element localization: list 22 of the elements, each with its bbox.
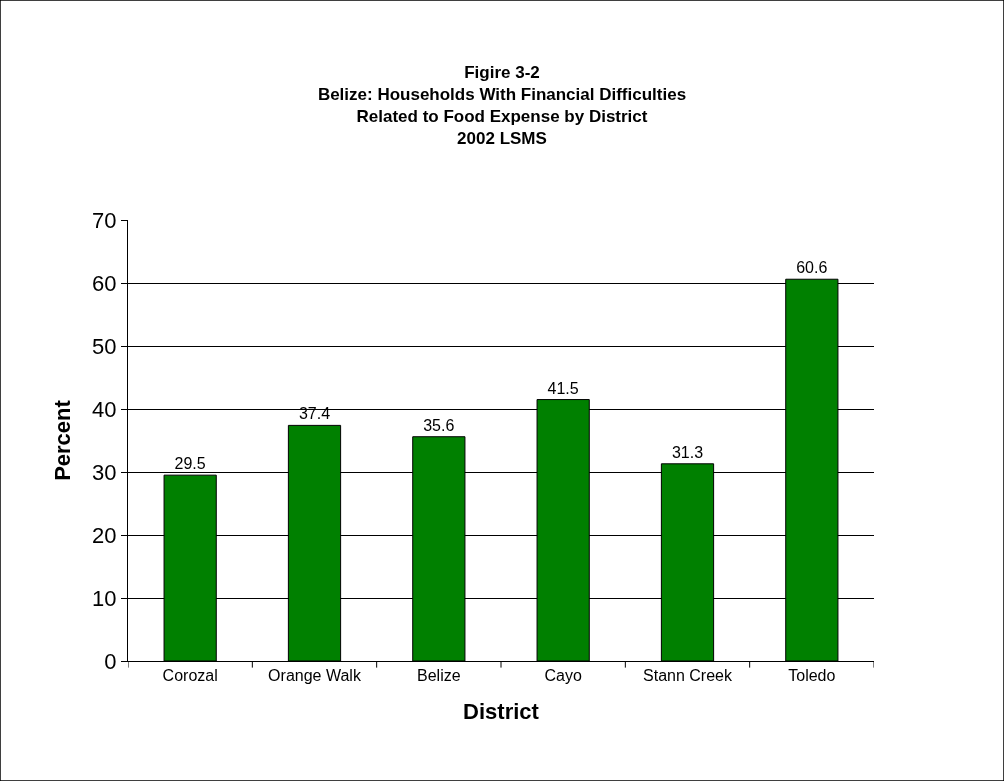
data-label: 41.5 <box>547 379 579 397</box>
data-label: 35.6 <box>423 416 455 434</box>
x-tick-label: Orange Walk <box>268 667 362 685</box>
y-tick-label: 70 <box>92 207 117 233</box>
data-label: 60.6 <box>796 259 828 277</box>
data-label: 29.5 <box>174 455 206 473</box>
y-tick-label: 10 <box>92 585 117 611</box>
y-tick-label: 20 <box>92 522 117 548</box>
x-axis-title: District <box>463 699 540 725</box>
x-tick-label: Cayo <box>544 667 582 685</box>
y-axis-title: Percent <box>49 399 75 481</box>
x-tick-label: Corozal <box>162 667 218 685</box>
x-tick-label: Toledo <box>788 667 836 685</box>
y-tick-label: 50 <box>92 333 117 359</box>
x-tick-label: Stann Creek <box>643 667 733 685</box>
data-label: 31.3 <box>671 443 704 461</box>
chart-title: Figire 3-2 Belize: Households With Financial Difficulties Related to Food Expense by District 2002 LSMS <box>317 63 687 149</box>
y-tick-label: 0 <box>104 648 117 674</box>
y-tick-label: 40 <box>92 396 117 422</box>
x-tick-label: Belize <box>417 667 461 685</box>
y-tick-label: 60 <box>92 270 117 296</box>
y-tick-label: 30 <box>92 459 117 485</box>
